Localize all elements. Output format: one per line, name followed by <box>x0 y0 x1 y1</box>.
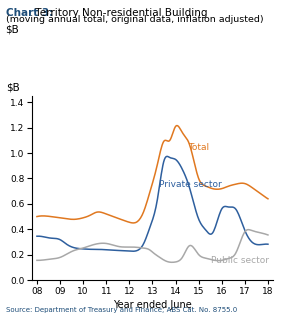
Text: Public sector: Public sector <box>211 256 269 265</box>
Text: Chart 3:: Chart 3: <box>6 8 53 18</box>
Text: Private sector: Private sector <box>159 180 222 188</box>
Y-axis label: $B: $B <box>6 82 20 92</box>
X-axis label: Year ended June: Year ended June <box>113 300 192 310</box>
Text: (moving annual total, original data, inflation adjusted): (moving annual total, original data, inf… <box>6 15 263 24</box>
Text: $B: $B <box>6 25 19 35</box>
Text: Source: Department of Treasury and Finance; ABS Cat. No. 8755.0: Source: Department of Treasury and Finan… <box>6 307 237 313</box>
Text: Territory Non-residential Building: Territory Non-residential Building <box>32 8 208 18</box>
Text: Total: Total <box>188 143 209 152</box>
